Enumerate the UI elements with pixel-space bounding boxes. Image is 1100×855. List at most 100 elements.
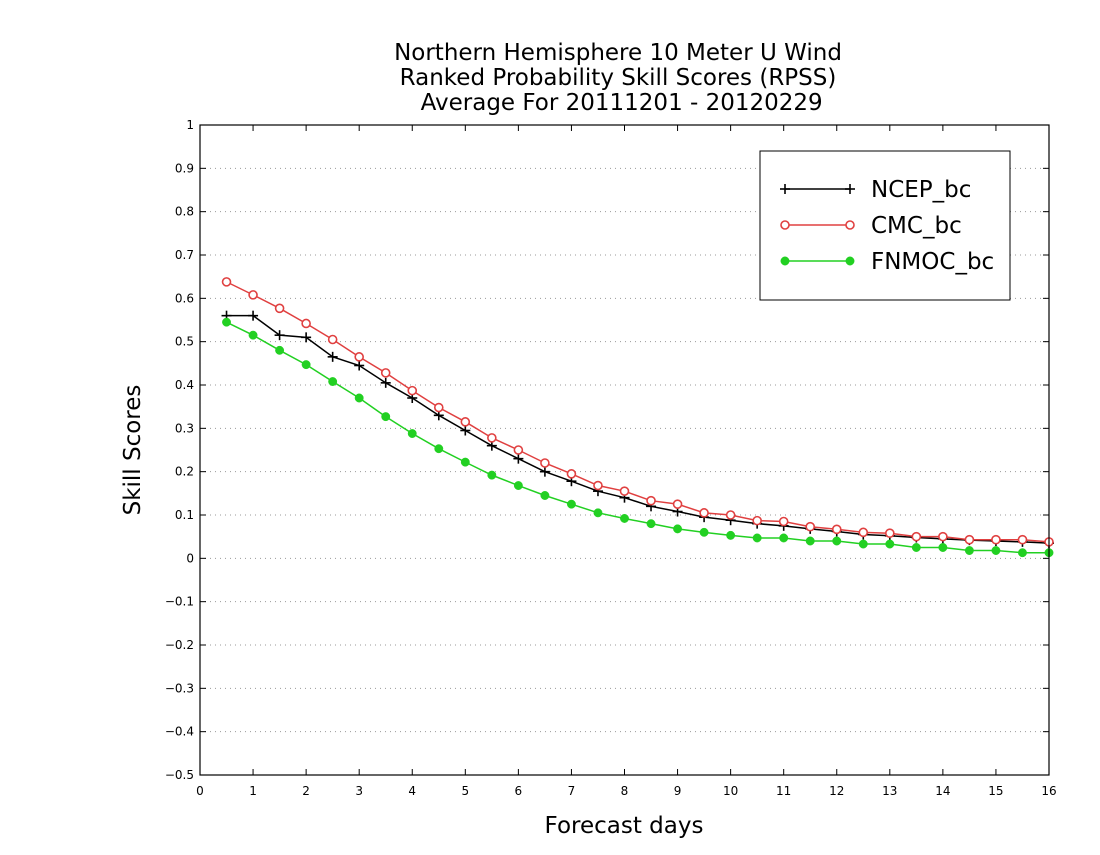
x-tick-label: 4 [408, 784, 416, 798]
y-axis-label: Skill Scores [120, 385, 146, 516]
y-tick-label: −0.5 [165, 768, 194, 782]
x-tick-label: 11 [776, 784, 791, 798]
data-point [593, 508, 603, 518]
data-point [911, 531, 922, 542]
series-fnmoc-bc [222, 317, 1054, 558]
y-tick-label: 0.5 [175, 335, 194, 349]
data-point [845, 184, 855, 194]
series-ncep-bc [221, 310, 1054, 549]
x-tick-label: 1 [249, 784, 257, 798]
series-cmc-bc [221, 277, 1054, 547]
data-point [780, 220, 790, 230]
data-point [327, 334, 338, 345]
data-point [407, 385, 418, 396]
data-point [566, 499, 576, 509]
data-point [513, 453, 524, 464]
data-point [858, 527, 869, 538]
x-tick-label: 0 [196, 784, 204, 798]
data-point [1018, 548, 1027, 558]
data-point [699, 508, 709, 518]
data-point [672, 499, 683, 509]
data-point [858, 539, 868, 549]
data-point [964, 534, 975, 545]
data-point [805, 521, 816, 532]
data-point [831, 524, 842, 535]
data-point [911, 543, 921, 552]
x-tick-label: 3 [355, 784, 363, 798]
data-point [991, 546, 1001, 555]
data-point [646, 495, 656, 506]
data-point [460, 417, 471, 427]
data-point [328, 377, 338, 386]
data-point [938, 543, 948, 552]
data-point [301, 332, 312, 343]
series-line [226, 281, 1050, 543]
y-tick-label: 0.9 [175, 161, 194, 175]
data-point [778, 516, 789, 527]
x-axis-ticks: 0 1 2 3 4 5 6 7 8 9 10 11 12 13 14 15 16 [196, 125, 1057, 798]
data-point [540, 458, 550, 468]
x-tick-label: 7 [568, 784, 576, 798]
data-point [380, 377, 391, 388]
data-point [248, 310, 259, 321]
x-tick-label: 12 [829, 784, 844, 798]
data-point [885, 528, 895, 539]
legend-label: FNMOC_bc [871, 249, 994, 275]
data-point [274, 330, 285, 341]
series-line [226, 314, 1050, 544]
data-point [752, 533, 762, 543]
x-tick-label: 8 [621, 784, 629, 798]
chart-title: Northern Hemisphere 10 Meter U Wind Rank… [394, 40, 842, 116]
data-point [248, 290, 258, 300]
data-point [540, 491, 550, 500]
y-tick-label: −0.2 [165, 638, 194, 652]
data-point [434, 444, 444, 454]
legend-label: CMC_bc [871, 213, 962, 239]
legend: NCEP_bc CMC_bc FNMOC_bc [759, 150, 1011, 301]
data-point [780, 256, 790, 266]
x-tick-label: 2 [302, 784, 310, 798]
data-point [513, 481, 523, 490]
data-point [354, 352, 364, 362]
data-point [248, 330, 258, 340]
legend-label: NCEP_bc [871, 177, 971, 203]
data-point [726, 530, 736, 540]
title-line-2: Ranked Probability Skill Scores (RPSS) [400, 65, 837, 91]
data-point [381, 412, 391, 422]
data-point [832, 536, 842, 546]
data-point [885, 539, 895, 549]
data-point [275, 345, 285, 355]
data-point [845, 256, 855, 266]
data-point [513, 445, 524, 455]
data-point [460, 457, 470, 467]
data-point [619, 486, 630, 496]
data-point [845, 220, 855, 230]
y-tick-label: 0.7 [175, 248, 194, 262]
series-line [226, 321, 1049, 554]
data-point [354, 360, 365, 371]
y-tick-label: 0.8 [175, 205, 194, 219]
x-tick-label: 9 [674, 784, 682, 798]
y-tick-label: −0.4 [165, 725, 194, 739]
y-tick-label: 0 [186, 551, 194, 565]
x-tick-label: 16 [1041, 784, 1056, 798]
data-point [673, 524, 683, 534]
data-point [539, 466, 550, 477]
series-layer [221, 277, 1054, 558]
data-point [433, 402, 444, 413]
x-tick-label: 15 [988, 784, 1003, 798]
data-point [699, 527, 709, 537]
data-point [407, 429, 417, 438]
data-point [301, 360, 311, 370]
data-point [301, 318, 311, 329]
data-point [593, 480, 603, 491]
legend-entry-cmc-bc: CMC_bc [780, 213, 962, 239]
legend-entry-fnmoc-bc: FNMOC_bc [780, 249, 994, 275]
y-tick-label: 0.2 [175, 465, 194, 479]
y-tick-label: 1 [186, 118, 194, 132]
data-point [964, 546, 974, 555]
x-tick-label: 5 [461, 784, 469, 798]
y-tick-label: 0.6 [175, 291, 194, 305]
data-point [380, 368, 391, 378]
